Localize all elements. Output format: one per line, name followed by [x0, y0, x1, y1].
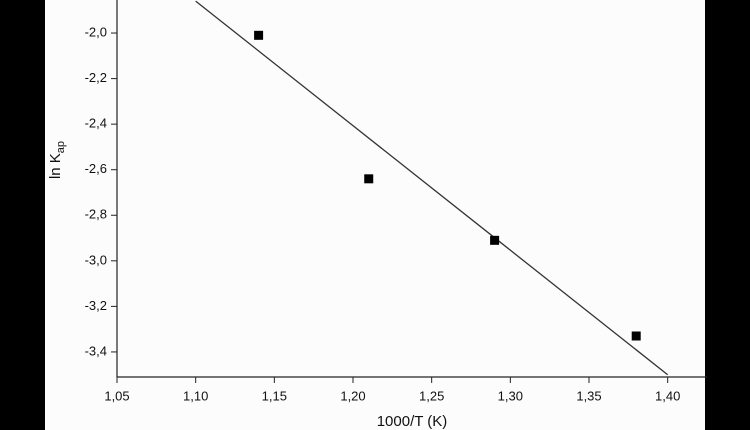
data-point: [631, 331, 641, 341]
x-tick-label: 1,10: [183, 388, 208, 403]
data-point: [364, 174, 374, 184]
fit-line: [195, 0, 669, 376]
x-tick-label: 1,15: [262, 388, 287, 403]
y-tick-label: -2,0: [85, 24, 107, 39]
x-tick-label: 1,30: [498, 388, 523, 403]
x-tick-label: 1,40: [655, 388, 680, 403]
x-axis-title: 1000/T (K): [377, 413, 448, 430]
plot-background: [45, 0, 705, 430]
x-tick-label: 1,25: [419, 388, 444, 403]
x-tick-label: 1,35: [576, 388, 601, 403]
data-point: [254, 30, 264, 40]
x-tick-label: 1,05: [104, 388, 129, 403]
y-axis-title: ln Kap: [47, 141, 67, 179]
y-tick-label: -3,2: [85, 298, 107, 313]
y-tick-label: -2,2: [85, 70, 107, 85]
y-axis-title-main: ln K: [47, 153, 64, 179]
y-tick-label: -2,8: [85, 207, 107, 222]
x-tick-label: 1,20: [340, 388, 365, 403]
y-tick-label: -2,4: [85, 116, 107, 131]
y-tick-label: -3,4: [85, 343, 107, 358]
y-tick-label: -2,6: [85, 161, 107, 176]
data-point: [490, 235, 500, 245]
y-tick-label: -3,0: [85, 252, 107, 267]
y-axis-title-sub: ap: [55, 141, 67, 153]
